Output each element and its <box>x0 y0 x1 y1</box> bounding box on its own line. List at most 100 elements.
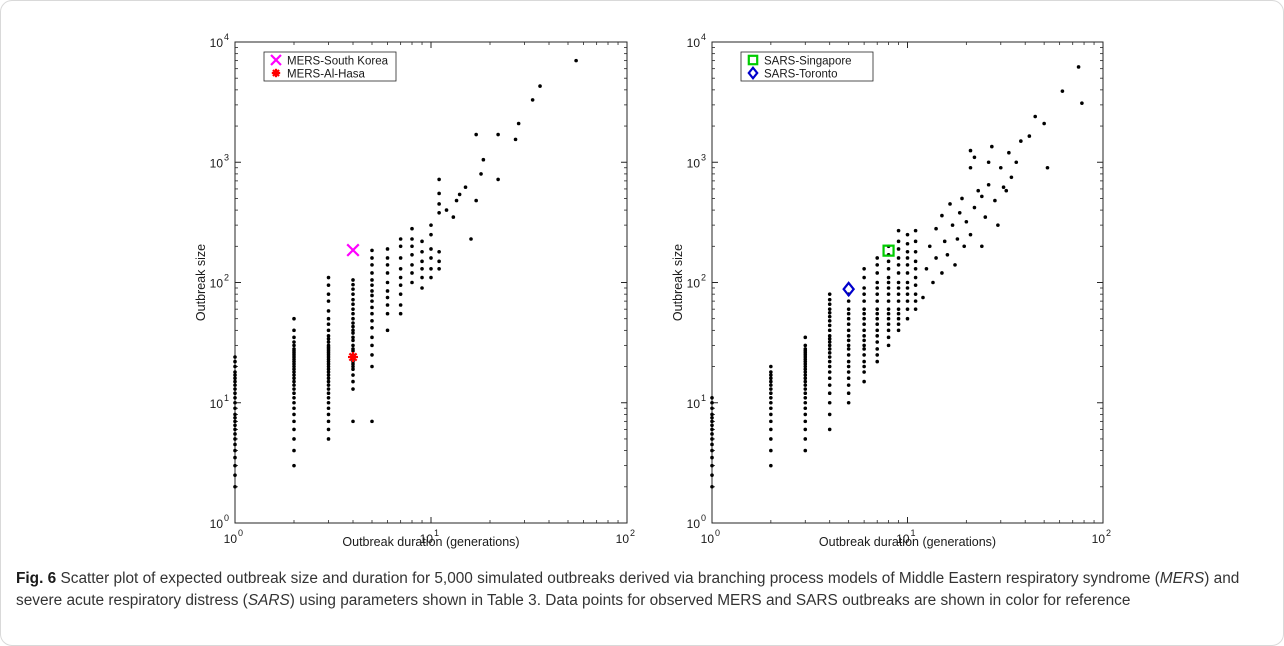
data-point <box>429 232 433 237</box>
data-point <box>846 334 851 338</box>
data-point <box>351 347 355 351</box>
data-point <box>875 286 880 290</box>
data-point <box>769 373 773 377</box>
data-point <box>398 266 403 271</box>
data-point <box>530 98 535 102</box>
data-point <box>827 391 832 396</box>
data-point <box>905 271 910 275</box>
data-point <box>846 370 851 374</box>
data-point <box>429 266 433 271</box>
data-point <box>875 299 880 303</box>
data-point <box>846 311 851 316</box>
data-point <box>875 307 880 311</box>
data-point <box>1076 65 1081 69</box>
data-point <box>326 395 331 400</box>
data-point <box>827 412 832 417</box>
data-point <box>429 275 433 280</box>
data-point <box>370 319 374 323</box>
y-tick-label: 10 0 <box>687 513 706 531</box>
data-point <box>862 311 866 316</box>
data-point <box>846 400 851 405</box>
data-point <box>233 455 237 460</box>
data-point <box>292 395 296 400</box>
x-tick-label: 10 0 <box>701 528 720 546</box>
y-tick-exponent: 2 <box>224 273 229 283</box>
y-tick-base: 10 <box>210 156 224 170</box>
highlight-marker-sars-singapore <box>882 244 895 257</box>
data-point <box>292 379 296 384</box>
data-point <box>292 347 296 351</box>
data-point <box>351 316 355 321</box>
data-point <box>292 373 296 377</box>
data-point <box>451 215 456 219</box>
data-point <box>993 198 997 203</box>
data-point <box>846 322 851 327</box>
data-point <box>862 353 866 357</box>
data-point <box>437 210 441 215</box>
legend-marker <box>271 68 281 78</box>
data-point <box>710 415 714 420</box>
y-tick-exponent: 1 <box>224 393 229 403</box>
y-tick-exponent: 4 <box>224 32 229 42</box>
x-tick-base: 10 <box>420 532 434 546</box>
data-point <box>886 335 891 340</box>
data-point <box>769 400 773 405</box>
data-point <box>351 307 355 311</box>
data-point <box>292 419 296 424</box>
data-point <box>233 427 237 432</box>
data-point <box>233 406 237 411</box>
data-point <box>769 370 773 374</box>
data-point <box>326 364 331 369</box>
data-point <box>862 379 866 384</box>
data-point <box>233 437 237 441</box>
data-point <box>875 271 880 275</box>
y-tick-exponent: 2 <box>701 273 706 283</box>
data-point <box>875 328 880 333</box>
data-point <box>803 370 808 374</box>
data-point <box>905 316 910 321</box>
y-tick-exponent: 3 <box>224 152 229 162</box>
data-point <box>351 419 355 424</box>
data-point <box>351 331 355 335</box>
data-point <box>351 338 355 343</box>
data-point <box>803 395 808 400</box>
data-point <box>960 196 964 201</box>
data-point <box>454 198 459 203</box>
y-tick-label: 10 2 <box>210 273 229 291</box>
data-point <box>370 278 374 282</box>
data-point <box>326 387 331 391</box>
data-point <box>233 376 237 381</box>
data-point <box>326 343 331 348</box>
y-tick-label: 10 3 <box>210 152 229 170</box>
data-point <box>913 292 918 296</box>
data-point <box>538 84 542 88</box>
data-point <box>370 263 374 267</box>
data-point <box>803 335 808 340</box>
data-point <box>437 259 441 264</box>
data-point <box>429 223 433 227</box>
data-point <box>385 295 390 300</box>
data-point <box>1009 175 1014 180</box>
y-tick-exponent: 3 <box>701 152 706 162</box>
data-point <box>875 292 880 296</box>
data-point <box>710 419 714 424</box>
data-point <box>934 256 938 260</box>
data-point <box>292 406 296 411</box>
x-tick-base: 10 <box>224 532 238 546</box>
data-point <box>710 423 714 428</box>
data-point <box>292 335 296 340</box>
data-point <box>710 395 714 400</box>
data-point <box>326 406 331 411</box>
data-point <box>370 364 374 369</box>
data-point <box>351 367 355 372</box>
data-point <box>913 239 918 244</box>
data-point <box>769 376 773 381</box>
data-point <box>769 379 773 384</box>
data-point <box>803 347 808 351</box>
data-point <box>351 311 355 316</box>
data-point <box>292 387 296 391</box>
data-point <box>996 223 1000 227</box>
data-point <box>827 427 832 432</box>
